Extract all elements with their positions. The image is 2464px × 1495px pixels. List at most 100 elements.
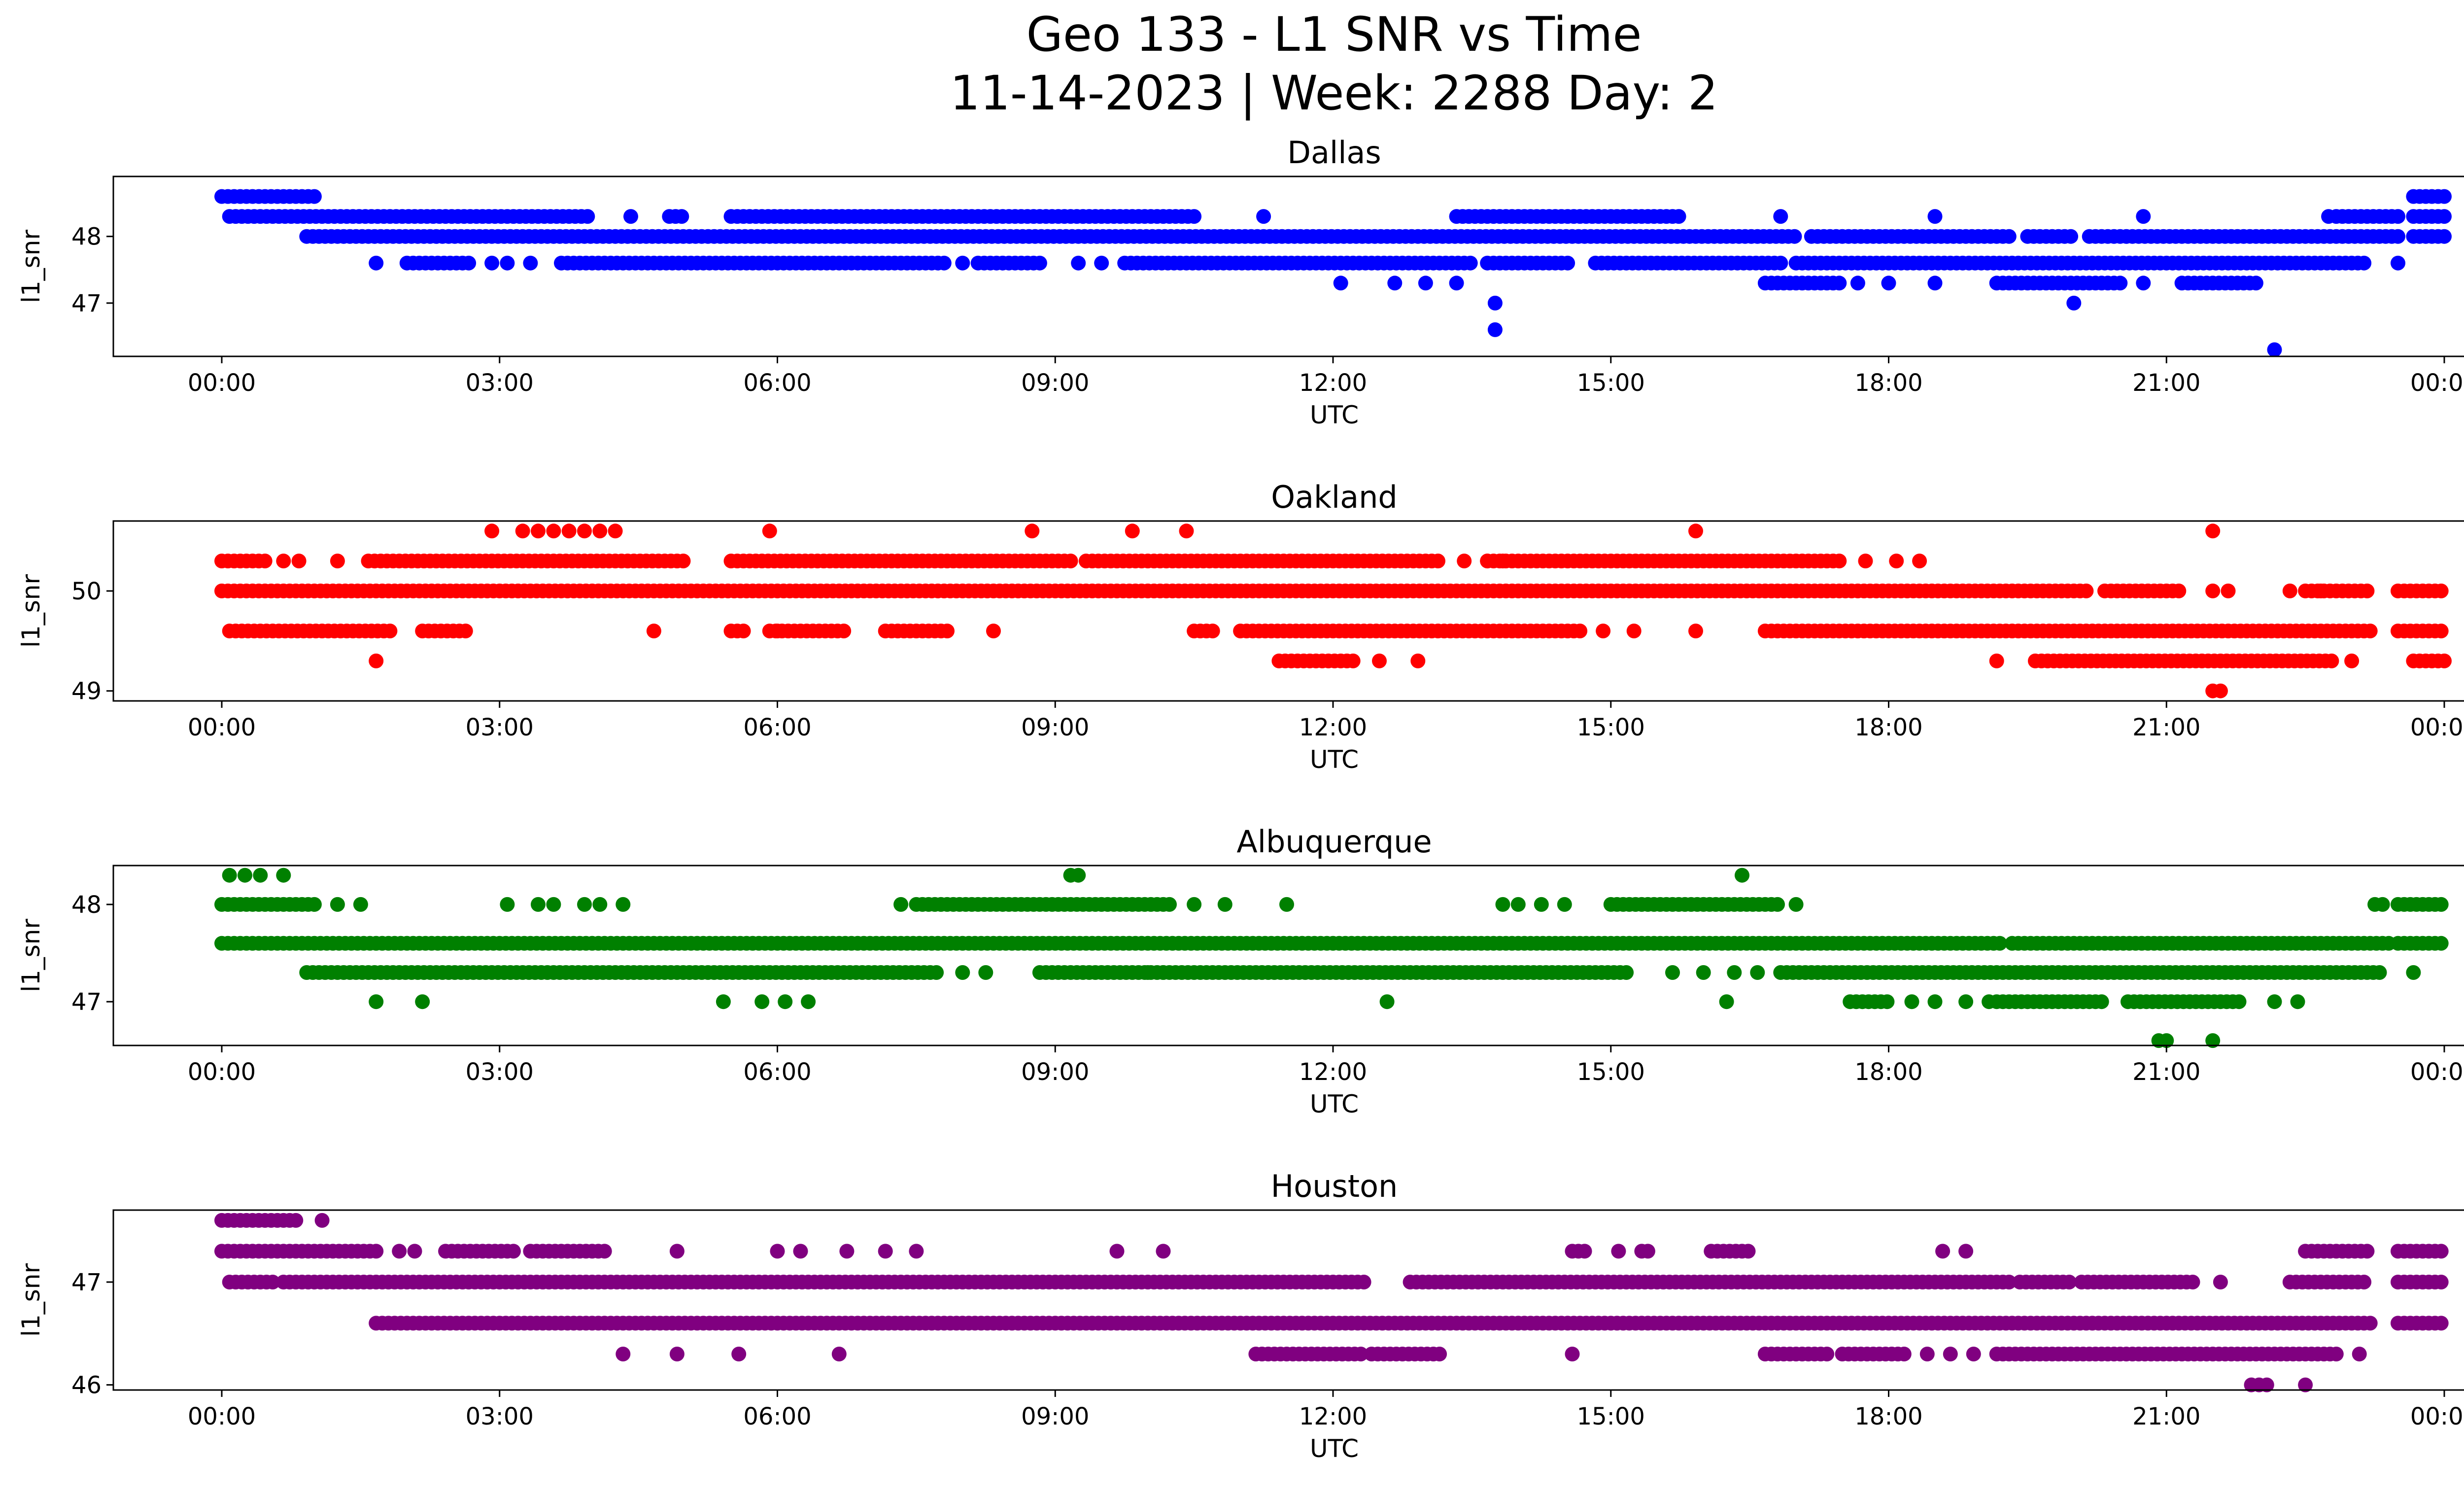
x-tick-label: 06:00 (743, 1403, 811, 1430)
data-point (1025, 523, 1040, 539)
data-point (2437, 209, 2452, 224)
plot-frame (112, 175, 2464, 357)
data-point (392, 1244, 407, 1259)
data-point (716, 994, 731, 1009)
data-point (1819, 1347, 1835, 1361)
data-point (616, 897, 631, 912)
data-point (276, 868, 291, 883)
x-tick-label: 18:00 (1854, 1058, 1922, 1086)
x-tick-label: 12:00 (1299, 1058, 1367, 1086)
x-axis-label: UTC (1310, 1434, 1359, 1463)
data-point (1353, 1347, 1369, 1361)
subplot-dallas: Dallas 00:00 03:00 06:00 09:00 12:00 15:00 18:0… (17, 135, 2464, 429)
y-tick-label: 47 (71, 1269, 102, 1296)
x-tick-label: 12:00 (1299, 714, 1367, 741)
data-point (1896, 1347, 1912, 1361)
data-point (369, 255, 384, 271)
data-point (2231, 994, 2247, 1009)
data-point (1410, 653, 1426, 668)
data-point (1727, 965, 1742, 980)
data-point (382, 624, 398, 639)
data-point (2433, 1275, 2449, 1289)
data-point (2437, 189, 2452, 204)
data-point (1832, 276, 1847, 291)
data-point (836, 624, 852, 639)
data-point (369, 1244, 384, 1259)
x-axis: 00:00 03:00 06:00 09:00 12:00 15:00 18:00 21:00… (188, 356, 2464, 429)
x-tick-label: 21:00 (2132, 714, 2200, 741)
data-point (2391, 209, 2405, 224)
x-axis-label: UTC (1310, 401, 1359, 429)
data-point (1187, 897, 1202, 912)
data-point (2259, 1377, 2274, 1392)
data-point (801, 994, 816, 1009)
data-point (669, 1347, 684, 1361)
data-point (222, 868, 237, 883)
data-point (500, 897, 515, 912)
data-point (238, 868, 252, 883)
data-point (1750, 965, 1765, 980)
data-point (669, 1244, 684, 1259)
y-axis-label: l1_snr (17, 1263, 45, 1337)
data-point (2267, 994, 2282, 1009)
data-point (546, 523, 561, 539)
data-point (577, 523, 592, 539)
data-point (2433, 624, 2449, 639)
data-point (1487, 322, 1503, 337)
x-tick-label: 03:00 (466, 714, 534, 741)
data-point (2221, 583, 2236, 598)
data-point (1071, 255, 1086, 271)
plot-frame (112, 520, 2464, 702)
data-point (1912, 554, 1927, 569)
data-point (2433, 1316, 2449, 1331)
data-point (1333, 276, 1348, 291)
data-point (1919, 1347, 1935, 1361)
subplot-houston: Houston 00:00 03:00 06:00 09:00 12:00 15:00 18:… (17, 1168, 2464, 1463)
subplot-title: Dallas (1287, 135, 1381, 171)
x-axis: 00:00 03:00 06:00 09:00 12:00 15:00 18:00 21:00… (188, 701, 2464, 774)
data-point (1958, 1244, 1974, 1259)
data-point (1982, 994, 1997, 1009)
data-point (2079, 583, 2094, 598)
data-point (1463, 255, 1478, 271)
data-point (1565, 1347, 1580, 1361)
data-point (2171, 583, 2187, 598)
data-point (1927, 276, 1943, 291)
x-tick-label: 15:00 (1577, 1058, 1645, 1086)
data-point (1688, 523, 1703, 539)
data-point (1665, 965, 1680, 980)
data-point (2375, 897, 2390, 912)
data-point (1256, 209, 1271, 224)
data-point (1958, 994, 1974, 1009)
data-point (793, 1244, 808, 1259)
scatter-points (214, 868, 2449, 1048)
x-tick-label: 15:00 (1577, 714, 1645, 741)
data-point (1510, 897, 1526, 912)
data-point (1904, 994, 1919, 1009)
plot-frame (112, 1209, 2464, 1391)
x-tick-label: 03:00 (466, 369, 534, 397)
x-tick-label: 12:00 (1299, 1403, 1367, 1430)
data-point (608, 523, 623, 539)
data-point (2433, 897, 2449, 912)
data-point (1156, 1244, 1171, 1259)
y-axis: 49 50 l1_snr (17, 574, 113, 705)
data-point (1596, 624, 1611, 639)
data-point (531, 523, 546, 539)
data-point (1573, 624, 1588, 639)
data-point (1927, 209, 1943, 224)
data-point (778, 994, 793, 1009)
data-point (1966, 1347, 1981, 1361)
data-point (2437, 653, 2452, 668)
data-point (458, 624, 473, 639)
data-point (546, 897, 561, 912)
data-point (1773, 209, 1788, 224)
y-tick-label: 50 (71, 578, 102, 605)
data-point (2213, 1275, 2228, 1289)
y-tick-label: 46 (71, 1372, 102, 1399)
data-point (592, 897, 608, 912)
data-point (2001, 229, 2017, 244)
data-point (2313, 583, 2328, 598)
data-point (577, 897, 592, 912)
data-point (1279, 897, 1294, 912)
